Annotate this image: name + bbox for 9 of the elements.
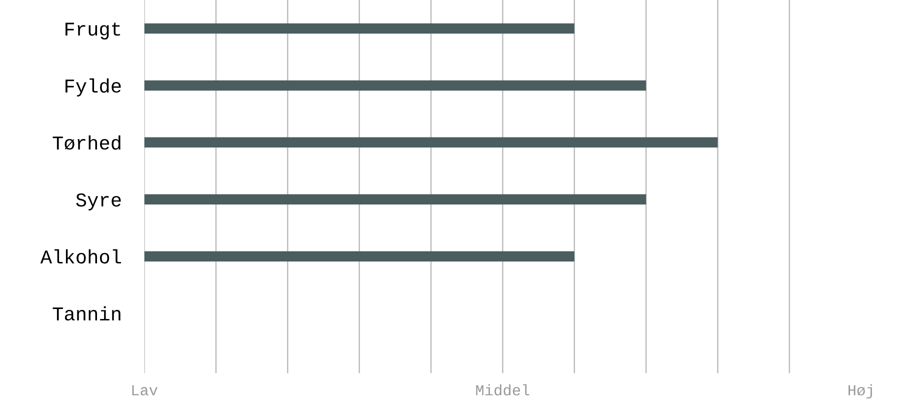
text: Middel	[476, 384, 530, 396]
text: Høj	[848, 384, 872, 398]
y-tick-label: Syre	[76, 193, 121, 210]
y-tick-label: Fylde	[66, 78, 121, 97]
y-tick-label: Alkohol	[40, 249, 121, 264]
text: Lav	[132, 385, 158, 396]
y-tick-label: Tørhed	[52, 135, 120, 150]
y-tick-label: Tannin	[52, 306, 120, 321]
y-tick-label: Frugt	[66, 22, 120, 40]
